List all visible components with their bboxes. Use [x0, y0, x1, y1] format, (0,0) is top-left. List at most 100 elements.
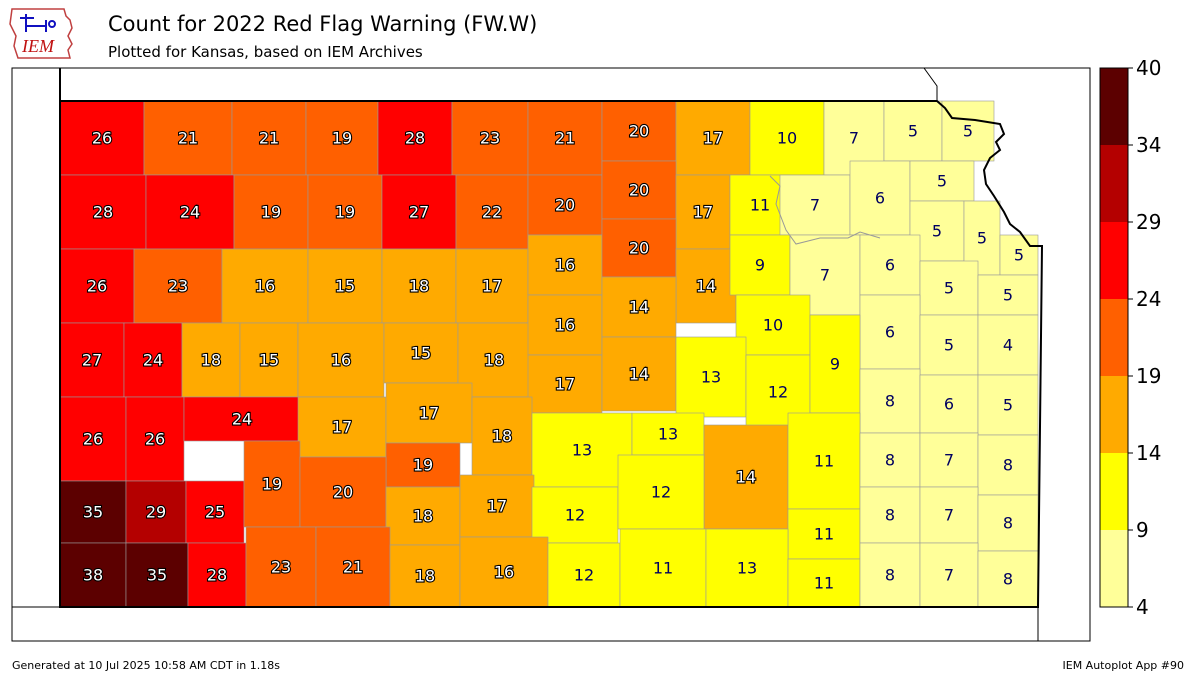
county-count-label: 9 — [830, 355, 840, 374]
county-count-label: 15 — [335, 277, 355, 296]
county-count-label: 18 — [201, 351, 221, 370]
county-count-label: 20 — [629, 239, 649, 258]
county-count-label: 13 — [737, 559, 757, 578]
county-count-label: 5 — [944, 336, 954, 355]
county-count-label: 28 — [405, 129, 425, 148]
county-count-label: 6 — [885, 256, 895, 275]
county-count-label: 20 — [555, 196, 575, 215]
county-count-label: 23 — [271, 558, 291, 577]
county-count-label: 18 — [484, 351, 504, 370]
county-count-label: 8 — [885, 451, 895, 470]
county-count-label: 6 — [944, 395, 954, 414]
county-count-label: 9 — [755, 256, 765, 275]
county-count-label: 14 — [736, 468, 756, 487]
colorbar-tick-label: 34 — [1136, 133, 1161, 157]
county-count-label: 8 — [1003, 570, 1013, 589]
colorbar-segment — [1100, 376, 1128, 453]
county-count-label: 19 — [332, 129, 352, 148]
colorbar-tick-label: 29 — [1136, 210, 1161, 234]
county-count-label: 26 — [92, 129, 112, 148]
county-count-label: 7 — [944, 566, 954, 585]
county-count-label: 28 — [207, 566, 227, 585]
county-count-label: 12 — [651, 483, 671, 502]
county-count-label: 19 — [261, 203, 281, 222]
colorbar-tick-label: 14 — [1136, 441, 1161, 465]
county-count-label: 27 — [409, 203, 429, 222]
county-count-label: 14 — [629, 365, 649, 384]
county-count-label: 19 — [335, 203, 355, 222]
county-count-label: 17 — [419, 404, 439, 423]
county-count-label: 20 — [629, 181, 649, 200]
county-count-label: 7 — [810, 196, 820, 215]
county-count-label: 11 — [814, 574, 834, 593]
county-count-label: 27 — [82, 351, 102, 370]
county-count-label: 5 — [977, 229, 987, 248]
county-count-label: 23 — [480, 129, 500, 148]
county-count-label: 38 — [83, 566, 103, 585]
county-count-label: 24 — [143, 351, 163, 370]
county-count-label: 17 — [332, 418, 352, 437]
county-count-label: 7 — [849, 129, 859, 148]
county-count-label: 8 — [885, 506, 895, 525]
county-count-label: 5 — [944, 279, 954, 298]
colorbar-tick-label: 4 — [1136, 595, 1149, 619]
county-count-label: 16 — [555, 316, 575, 335]
county-count-label: 18 — [415, 567, 435, 586]
colorbar-segment — [1100, 145, 1128, 222]
county-count-label: 15 — [411, 344, 431, 363]
county-count-label: 15 — [259, 351, 279, 370]
county-count-label: 12 — [574, 566, 594, 585]
colorbar-segment — [1100, 453, 1128, 530]
county-count-label: 35 — [83, 503, 103, 522]
county-count-label: 7 — [944, 506, 954, 525]
county-count-label: 29 — [146, 503, 166, 522]
colorbar-segment — [1100, 299, 1128, 376]
county-count-label: 10 — [763, 316, 783, 335]
county-count-label: 19 — [413, 456, 433, 475]
county-count-label: 17 — [482, 277, 502, 296]
county-count-label: 12 — [768, 383, 788, 402]
colorbar-segment — [1100, 222, 1128, 299]
county-count-label: 13 — [658, 425, 678, 444]
county-count-label: 10 — [777, 129, 797, 148]
colorbar-segment — [1100, 530, 1128, 607]
county-count-label: 16 — [555, 256, 575, 275]
county-count-label: 14 — [696, 277, 716, 296]
county-count-label: 8 — [1003, 514, 1013, 533]
colorbar-tick-label: 19 — [1136, 364, 1161, 388]
county-count-label: 16 — [494, 563, 514, 582]
county-count-label: 11 — [653, 559, 673, 578]
colorbar: 49141924293440 — [1100, 56, 1161, 619]
county-count-label: 13 — [701, 368, 721, 387]
county-count-label: 26 — [83, 430, 103, 449]
county-count-label: 5 — [908, 122, 918, 141]
county-count-label: 21 — [178, 129, 198, 148]
county-count-label: 17 — [555, 375, 575, 394]
county-count-label: 35 — [147, 566, 167, 585]
county-count-label: 17 — [487, 497, 507, 516]
county-count-label: 7 — [944, 451, 954, 470]
county-count-label: 4 — [1003, 336, 1013, 355]
county-count-label: 21 — [343, 558, 363, 577]
colorbar-segment — [1100, 68, 1128, 145]
county-count-label: 16 — [331, 351, 351, 370]
county-count-label: 12 — [565, 506, 585, 525]
county-count-label: 6 — [885, 323, 895, 342]
county-count-label: 5 — [963, 122, 973, 141]
footer-app: IEM Autoplot App #90 — [1063, 659, 1185, 672]
county-count-label: 18 — [409, 277, 429, 296]
county-count-label: 25 — [205, 503, 225, 522]
county-count-label: 19 — [262, 475, 282, 494]
colorbar-tick-label: 40 — [1136, 56, 1161, 80]
county-count-label: 7 — [820, 266, 830, 285]
county-count-label: 8 — [1003, 456, 1013, 475]
county-count-label: 5 — [937, 172, 947, 191]
county-count-label: 17 — [693, 203, 713, 222]
county-count-label: 24 — [232, 410, 252, 429]
county-count-label: 6 — [875, 189, 885, 208]
county-count-label: 26 — [87, 277, 107, 296]
county-count-label: 5 — [1003, 396, 1013, 415]
county-count-label: 5 — [932, 222, 942, 241]
county-count-label: 8 — [885, 392, 895, 411]
